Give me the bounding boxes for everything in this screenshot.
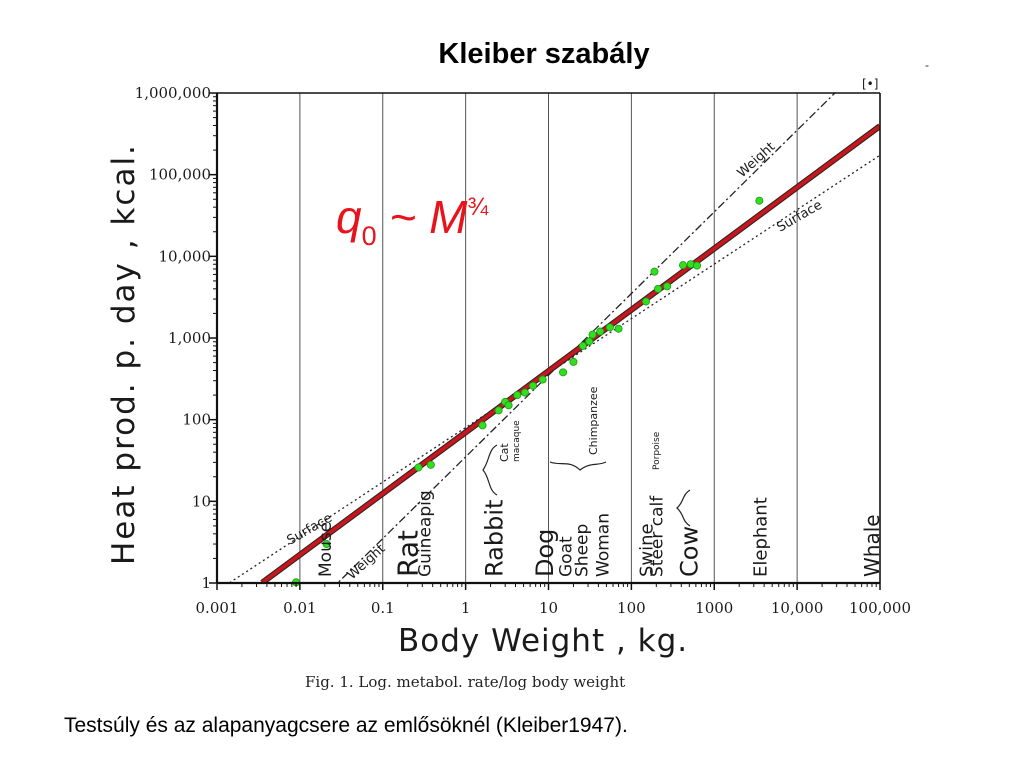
x-tick-label: 1 [461,599,471,617]
grid-lines [299,93,798,583]
animal-label-guineapig: Guineapig [416,490,436,577]
data-point [663,282,672,291]
data-point [504,401,513,410]
data-point [414,463,423,472]
x-tick-label: 0.1 [371,599,395,617]
animal-label-rabbit: Rabbit [480,500,508,577]
figure-caption: Fig. 1. Log. metabol. rate/log body weig… [305,673,625,691]
annotation-macaque: macaque [512,420,522,462]
animal-label-goat: Goat [556,536,576,577]
data-point [520,388,529,397]
formula-q: q [336,191,362,243]
animal-label-rat: Rat [391,530,424,577]
y-tick-label: 1 [201,574,211,592]
data-point [679,261,688,270]
data-point [494,406,503,415]
axes [209,92,881,590]
animal-label-elephant: Elephant [751,497,772,577]
reference-line-weight [336,93,836,583]
annotation-chimpanzee: Chimpanzee [587,386,600,455]
data-point [693,261,702,270]
y-tick-label: 100,000 [149,166,211,184]
kleiber-formula: q0 ~ M¾ [336,190,489,251]
slide-caption: Testsúly és az alapanyagcsere az emlősök… [64,714,628,737]
data-point [478,421,487,430]
data-point [569,357,578,366]
x-tick-label: 1000 [695,599,733,617]
x-tick-label: 100,000 [849,599,911,617]
animal-label-whale: Whale [860,514,884,577]
data-point [322,540,331,549]
x-axis-title: Body Weight , kg. [398,623,688,659]
data-point [538,375,547,384]
annotation-cat: Cat [498,443,511,462]
legend-marker: [•] [862,77,878,91]
animal-label-dog: Dog [531,529,559,577]
data-point [654,284,663,293]
data-point [528,381,537,390]
formula-m: M [429,191,468,243]
x-tick-label: 0.01 [283,599,316,617]
corner-mark: - [925,58,929,72]
animal-label-woman: Woman [594,513,614,577]
label-weight-line-lower: Weight [345,542,389,583]
label-weight-line: Weight [735,140,779,181]
animal-label-mouse: Mouse [316,522,336,577]
data-point [614,324,623,333]
animal-label-steer-calf: Steer calf [647,495,667,577]
data-point [585,337,594,346]
bracket-cat [482,444,498,496]
data-point [596,327,605,336]
bracket-cow [676,489,691,527]
data-point [578,341,587,350]
data-point [426,460,435,469]
data-point [513,391,522,400]
formula-subscript: 0 [361,221,377,251]
annotation-porpoise: Porpoise [652,431,662,470]
data-point [755,196,764,205]
y-tick-label: 100 [182,411,211,429]
x-tick-label: 10,000 [771,599,824,617]
data-point [650,267,659,276]
data-point [641,297,650,306]
label-surface-line: Surface [775,198,825,236]
animal-label-cow: Cow [676,526,704,577]
y-tick-label: 10,000 [159,247,212,265]
animal-label-swine: Swine [636,523,657,577]
x-tick-label: 100 [617,599,646,617]
fit-line [260,123,880,583]
y-tick-label: 10 [192,492,211,510]
fit-line [260,124,880,583]
y-tick-label: 1,000 [168,329,211,347]
x-tick-label: 0.001 [196,599,239,617]
y-tick-label: 1,000,000 [135,84,211,102]
data-point [559,368,568,377]
formula-exponent: ¾ [467,193,489,221]
y-axis-title: Heat prod. p. day , kcal. [106,143,142,565]
bracket-chimp [549,461,607,471]
data-point [605,323,614,332]
data-point [588,330,597,339]
slide-title: Kleiber szabály [438,38,650,70]
x-tick-labels: 0.001 0.01 0.1 1 10 100 1000 10,000 100,000 [196,599,911,617]
formula-tilde: ~ [376,191,430,243]
y-tick-labels: 1 10 100 1,000 10,000 100,000 1,000,000 [135,84,211,592]
x-tick-label: 10 [539,599,558,617]
animal-label-sheep: Sheep [572,524,592,577]
